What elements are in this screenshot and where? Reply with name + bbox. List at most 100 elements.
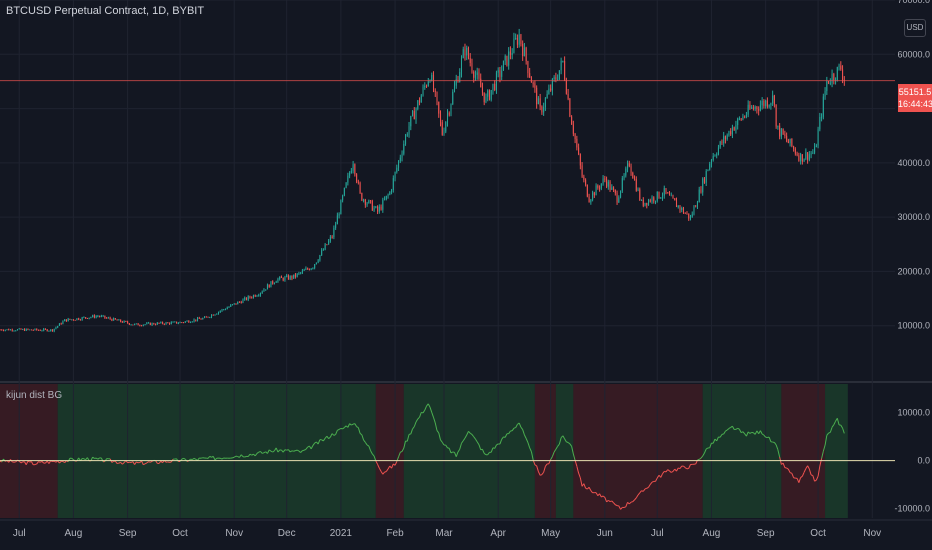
oscillator-segment	[237, 456, 240, 458]
oscillator-segment	[525, 438, 529, 443]
oscillator-segment	[671, 471, 674, 473]
candle-body	[812, 152, 814, 154]
candle-body	[401, 153, 403, 158]
candle-body	[604, 178, 606, 180]
candle-body	[93, 315, 95, 318]
candle-body	[95, 316, 97, 318]
candle-body	[709, 163, 711, 170]
oscillator-segment	[558, 437, 562, 445]
oscillator-segment	[602, 495, 606, 498]
oscillator-segment	[427, 403, 431, 408]
candle-body	[560, 61, 562, 71]
candle-body	[791, 138, 793, 147]
oscillator-segment	[557, 443, 560, 447]
candle-body	[310, 268, 312, 270]
candle-body	[183, 322, 185, 324]
candle-body	[39, 330, 41, 332]
oscillator-segment	[550, 456, 553, 460]
oscillator-segment	[0, 460, 2, 463]
candle-body	[553, 77, 555, 79]
x-tick-label: May	[541, 528, 560, 539]
candle-body	[539, 98, 541, 107]
candle-body	[273, 282, 275, 284]
candle-body	[238, 301, 241, 303]
candle-body	[83, 317, 85, 319]
candle-body	[380, 206, 382, 210]
candle-body	[466, 47, 468, 56]
candle-body	[410, 115, 412, 127]
candle-body	[230, 304, 232, 307]
candle-body	[266, 284, 268, 290]
candle-body	[203, 316, 206, 319]
oscillator-segment	[648, 484, 651, 488]
candle-body	[291, 275, 293, 279]
candle-body	[712, 155, 714, 160]
candle-body	[543, 107, 545, 113]
candle-body	[345, 182, 347, 188]
candle-body	[742, 116, 744, 120]
candle-body	[654, 200, 657, 202]
candle-body	[293, 274, 295, 279]
oscillator-segment	[763, 434, 767, 438]
candle-body	[438, 101, 440, 114]
x-tick-label: Jul	[651, 528, 664, 539]
candle-body	[25, 328, 27, 331]
candle-body	[805, 152, 807, 159]
candle-body	[452, 91, 454, 105]
candle-body	[462, 49, 464, 59]
candle-body	[191, 321, 193, 323]
candle-body	[838, 65, 840, 67]
oscillator-segment	[97, 457, 100, 460]
candle-body	[137, 323, 139, 326]
oscillator-segment	[382, 471, 385, 475]
candle-body	[663, 188, 665, 196]
candle-body	[41, 330, 43, 332]
oscillator-segment	[759, 430, 763, 435]
candle-body	[303, 269, 305, 271]
oscillator-segment	[697, 458, 700, 461]
currency-button[interactable]: USD	[904, 19, 926, 37]
candle-body	[775, 104, 777, 127]
candle-body	[130, 324, 132, 326]
oscillator-segment	[328, 436, 331, 440]
candle-body	[121, 321, 123, 323]
oscillator-segment	[214, 457, 218, 461]
last-price-value: 55151.5	[898, 87, 932, 97]
oscillator-segment	[567, 442, 571, 445]
candle-body	[349, 173, 351, 176]
oscillator-segment	[775, 444, 779, 450]
candle-body	[18, 328, 20, 330]
oscillator-segment	[476, 441, 480, 445]
oscillator-segment	[611, 500, 614, 504]
oscillator-segment	[719, 434, 723, 438]
candle-body	[821, 116, 823, 118]
oscillator-segment	[436, 430, 440, 434]
candle-body	[301, 270, 303, 273]
candle-body	[158, 322, 160, 324]
oscillator-segment	[295, 449, 298, 452]
candle-body	[824, 91, 826, 97]
oscillator-segment	[258, 450, 261, 453]
grid-lines	[0, 0, 932, 521]
oscillator-segment	[356, 426, 359, 429]
candle-body	[721, 141, 723, 144]
oscillator-segment	[662, 471, 665, 475]
candle-body	[289, 275, 291, 280]
candle-body	[408, 126, 410, 135]
candle-body	[639, 189, 641, 200]
candle-body	[62, 321, 64, 325]
candle-body	[425, 85, 428, 87]
oscillator-segment	[796, 478, 800, 483]
candle-body	[707, 169, 709, 172]
candle-body	[653, 197, 655, 202]
candle-body	[139, 325, 141, 327]
candle-body	[660, 197, 662, 199]
oscillator-segment	[39, 460, 43, 463]
candle-body	[92, 315, 94, 318]
bg-region-bull	[555, 384, 574, 518]
candle-body	[740, 118, 742, 120]
y-tick-label: 40000.0	[897, 158, 930, 168]
candle-body	[474, 74, 476, 78]
candle-body	[784, 134, 786, 136]
